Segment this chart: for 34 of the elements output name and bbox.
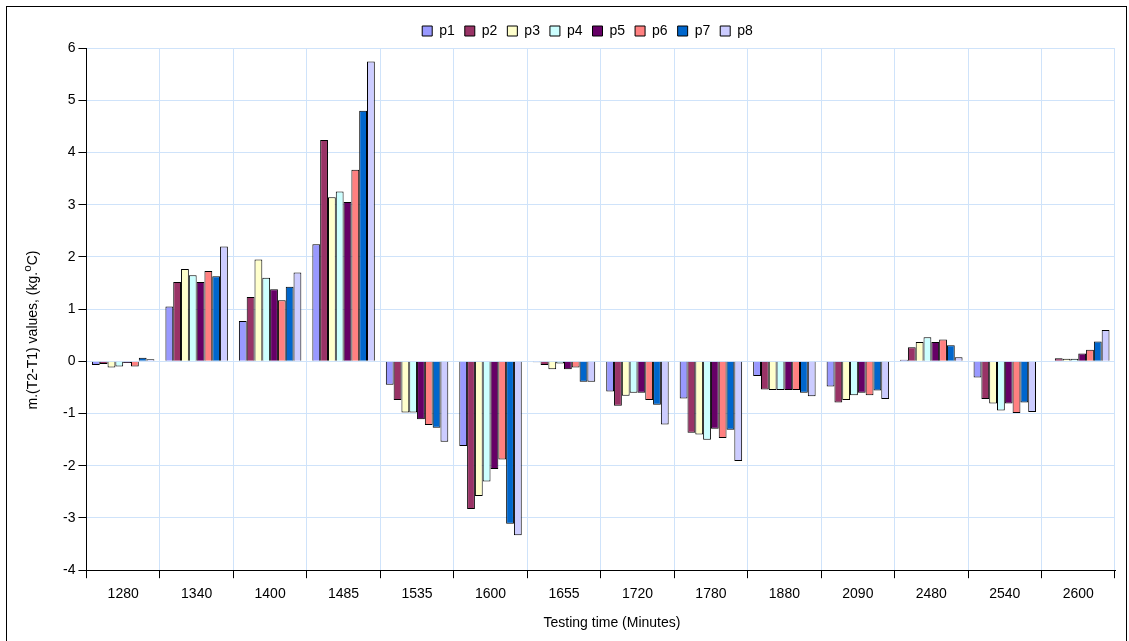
x-tick-label: 1280 [107, 585, 139, 602]
legend-label: p1 [439, 21, 455, 38]
x-axis-title: Testing time (Minutes) [543, 614, 681, 630]
x-tick-label: 1600 [474, 585, 507, 602]
x-tick-label: 1340 [181, 585, 213, 602]
x-tick-label: 1720 [621, 585, 654, 602]
y-tick-label: -4 [63, 561, 76, 578]
x-tick-label: 2480 [915, 585, 948, 602]
x-tick-label: 1780 [695, 585, 727, 602]
x-tick-label: 2540 [989, 585, 1021, 602]
x-tick-label: 2090 [842, 585, 874, 602]
legend-label: p2 [481, 21, 498, 38]
x-tick-label: 1655 [548, 585, 580, 602]
y-tick-label: 0 [67, 352, 76, 369]
legend-label: p8 [737, 21, 753, 38]
y-tick-label: -3 [63, 508, 76, 525]
legend-label: p4 [566, 21, 583, 38]
legend-label: p6 [652, 21, 668, 38]
x-tick-label: 1535 [401, 585, 433, 602]
x-tick-label: 1880 [768, 585, 801, 602]
y-tick-label: 3 [67, 195, 76, 212]
y-tick-label: -1 [63, 404, 76, 421]
x-tick-label: 1485 [328, 585, 360, 602]
y-tick-label: 1 [67, 299, 76, 316]
y-tick-label: 4 [67, 143, 76, 160]
y-tick-label: 2 [67, 247, 76, 264]
x-tick-label: 1400 [254, 585, 286, 602]
legend-label: p3 [524, 21, 541, 38]
legend-label: p5 [609, 21, 626, 38]
x-tick-label: 2600 [1062, 585, 1095, 602]
y-tick-label: 6 [67, 38, 76, 55]
y-tick-label: -2 [63, 456, 76, 473]
legend-label: p7 [694, 21, 711, 38]
y-tick-label: 5 [67, 91, 76, 108]
